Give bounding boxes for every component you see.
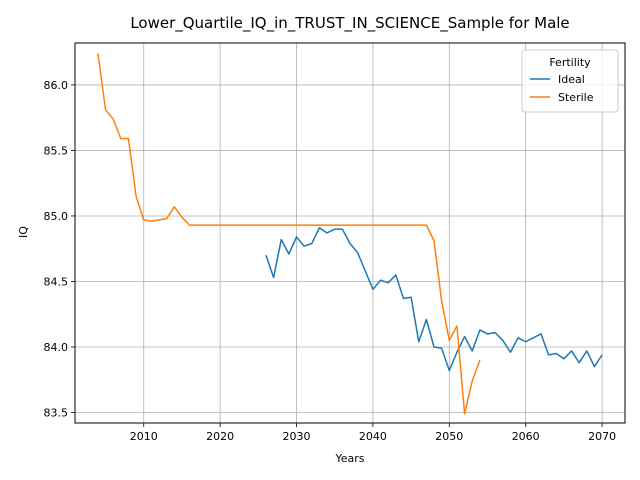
x-tick-label: 2050 [435, 430, 463, 443]
series-lines [97, 53, 603, 415]
legend-entry-ideal: Ideal [558, 73, 585, 86]
x-axis-label: Years [334, 452, 364, 465]
chart-title: Lower_Quartile_IQ_in_TRUST_IN_SCIENCE_Sa… [130, 14, 569, 33]
legend-entry-sterile: Sterile [558, 91, 594, 104]
plot-area [74, 42, 626, 424]
series-line-sterile [97, 53, 481, 415]
x-tick-label: 2030 [283, 430, 311, 443]
y-tick-label: 85.0 [44, 210, 69, 223]
x-tick-label: 2070 [588, 430, 616, 443]
y-tick-label: 84.5 [44, 275, 69, 288]
y-tick-label: 86.0 [44, 79, 69, 92]
x-tick-label: 2040 [359, 430, 387, 443]
y-tick-label: 83.5 [44, 407, 69, 420]
y-tick-label: 85.5 [44, 144, 69, 157]
series-line-ideal [265, 227, 603, 372]
y-axis-label: IQ [17, 226, 30, 238]
y-axis: 83.5 84.0 84.5 85.0 85.5 86.0 [44, 79, 75, 420]
x-tick-label: 2020 [206, 430, 234, 443]
x-tick-label: 2060 [512, 430, 540, 443]
x-tick-label: 2010 [130, 430, 158, 443]
y-tick-label: 84.0 [44, 341, 69, 354]
legend-title: Fertility [549, 56, 591, 69]
x-axis: 2010 2020 2030 2040 2050 2060 2070 [130, 423, 616, 443]
legend: Fertility Ideal Sterile [521, 49, 619, 113]
